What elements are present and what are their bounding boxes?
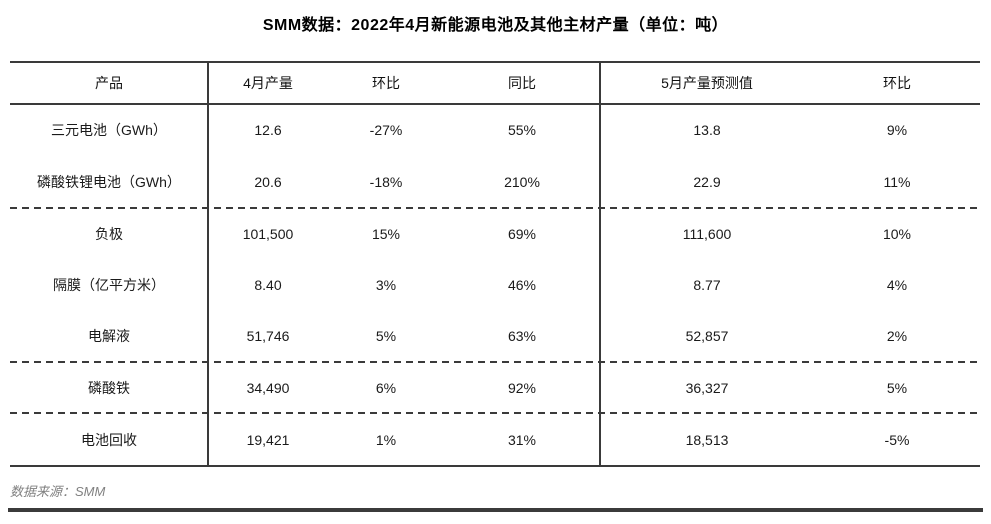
row-label-anode: 负极 xyxy=(95,225,123,242)
table-cell: 15% xyxy=(371,225,401,242)
bottom-divider xyxy=(8,508,983,512)
table-cell: 5% xyxy=(375,328,397,344)
table-cell: 12.6 xyxy=(254,122,282,138)
row-label-iron-phosphate: 磷酸铁 xyxy=(88,379,130,396)
table-cell: 4% xyxy=(886,276,908,293)
dashed-separator-2 xyxy=(10,361,980,363)
table-cell: 55% xyxy=(507,122,537,138)
table-cell: 111,600 xyxy=(682,225,732,242)
table-cell: -5% xyxy=(884,432,910,448)
row-label-lfp-battery: 磷酸铁锂电池（GWh） xyxy=(37,174,181,190)
col-header-may-forecast: 5月产量预测值 xyxy=(661,74,753,91)
row-label-electrolyte: 电解液 xyxy=(88,328,130,344)
table-cell: 92% xyxy=(507,379,537,396)
table-cell: 6% xyxy=(375,379,397,396)
table-cell: 20.6 xyxy=(254,174,282,190)
table-cell: 22.9 xyxy=(693,174,721,190)
table-cell: -18% xyxy=(369,174,403,190)
table-cell: 46% xyxy=(507,276,537,293)
col-header-yoy: 同比 xyxy=(508,74,536,91)
table-cell: 36,327 xyxy=(685,379,729,396)
table-cell: -27% xyxy=(369,122,403,138)
table-cell: 19,421 xyxy=(246,432,290,448)
table-cell: 210% xyxy=(504,174,540,190)
dashed-separator-3 xyxy=(10,412,980,414)
table-cell: 5% xyxy=(886,379,908,396)
table-cell: 18,513 xyxy=(685,432,729,448)
table-cell: 11% xyxy=(883,174,911,190)
table-cell: 101,500 xyxy=(242,225,294,242)
table-cell: 8.40 xyxy=(254,276,282,293)
table-cell: 13.8 xyxy=(693,122,721,138)
row-label-separator: 隔膜（亿平方米） xyxy=(53,276,165,293)
vertical-rule-after-yoy xyxy=(599,61,601,467)
table-cell: 2% xyxy=(886,328,908,344)
header-bottom-rule xyxy=(10,103,980,105)
table-cell: 51,746 xyxy=(246,328,290,344)
production-table: 产品 4月产量 环比 同比 5月产量预测值 环比 三元电池（GWh） 12.6 … xyxy=(10,61,980,467)
col-header-product: 产品 xyxy=(95,74,123,91)
table-cell: 63% xyxy=(507,328,537,344)
table-cell: 31% xyxy=(507,432,537,448)
table-bottom-rule xyxy=(10,465,980,467)
table-top-rule xyxy=(10,61,980,63)
table-cell: 3% xyxy=(375,276,397,293)
row-label-battery-recycling: 电池回收 xyxy=(81,432,137,448)
table-cell: 34,490 xyxy=(246,379,290,396)
dashed-separator-1 xyxy=(10,207,980,209)
table-cell: 69% xyxy=(507,225,537,242)
col-header-april-output: 4月产量 xyxy=(243,74,293,91)
row-label-ternary-battery: 三元电池（GWh） xyxy=(51,122,167,138)
table-cell: 8.77 xyxy=(693,276,721,293)
col-header-mom-april: 环比 xyxy=(372,74,400,91)
table-cell: 10% xyxy=(882,225,912,242)
table-cell: 52,857 xyxy=(685,328,729,344)
vertical-rule-after-product xyxy=(207,61,209,467)
page-title: SMM数据：2022年4月新能源电池及其他主材产量（单位：吨） xyxy=(262,17,729,34)
table-cell: 9% xyxy=(886,122,908,138)
table-cell: 1% xyxy=(375,432,397,448)
col-header-mom-may: 环比 xyxy=(883,74,911,91)
data-source-note: 数据来源：SMM xyxy=(10,484,106,499)
